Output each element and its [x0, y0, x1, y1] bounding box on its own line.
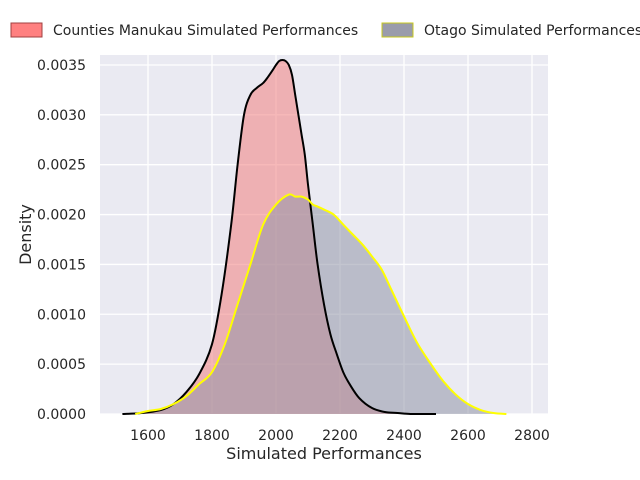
y-tick-label: 0.0035 — [37, 58, 86, 74]
legend-label-1: Otago Simulated Performances — [424, 23, 640, 39]
density-line-0 — [122, 58, 436, 415]
y-tick-label: 0.0015 — [37, 257, 86, 273]
y-axis-label: Density — [16, 204, 35, 265]
y-tick-label: 0.0010 — [37, 307, 86, 323]
density-areas — [122, 58, 507, 415]
y-tick-label: 0.0005 — [37, 357, 86, 373]
x-axis-label: Simulated Performances — [226, 444, 422, 463]
x-axis-ticks: 1600 1800 2000 2200 2400 2600 2800 — [130, 428, 550, 444]
density-line-1 — [134, 193, 507, 415]
density-area-1 — [135, 194, 507, 414]
legend-label-0: Counties Manukau Simulated Performances — [53, 23, 358, 39]
x-tick-label: 2600 — [450, 428, 486, 444]
legend-item-1: Otago Simulated Performances — [381, 22, 640, 39]
x-tick-label: 1600 — [130, 428, 166, 444]
x-tick-label: 2200 — [322, 428, 358, 444]
legend-swatch-1 — [381, 22, 414, 38]
x-tick-label: 2000 — [258, 428, 294, 444]
legend-item-0: Counties Manukau Simulated Performances — [10, 22, 358, 39]
y-tick-label: 0.0030 — [37, 108, 86, 124]
y-axis-ticks: 0.0000 0.0005 0.0010 0.0015 0.0020 0.0025 0.00… — [37, 58, 86, 423]
legend-swatch-0 — [10, 22, 43, 38]
x-tick-label: 2800 — [514, 428, 550, 444]
legend: Counties Manukau Simulated Performances O… — [10, 22, 640, 39]
y-tick-label: 0.0020 — [37, 208, 86, 224]
y-tick-label: 0.0025 — [37, 158, 86, 174]
x-tick-label: 1800 — [194, 428, 230, 444]
y-tick-label: 0.0000 — [37, 407, 86, 423]
x-tick-label: 2400 — [386, 428, 422, 444]
